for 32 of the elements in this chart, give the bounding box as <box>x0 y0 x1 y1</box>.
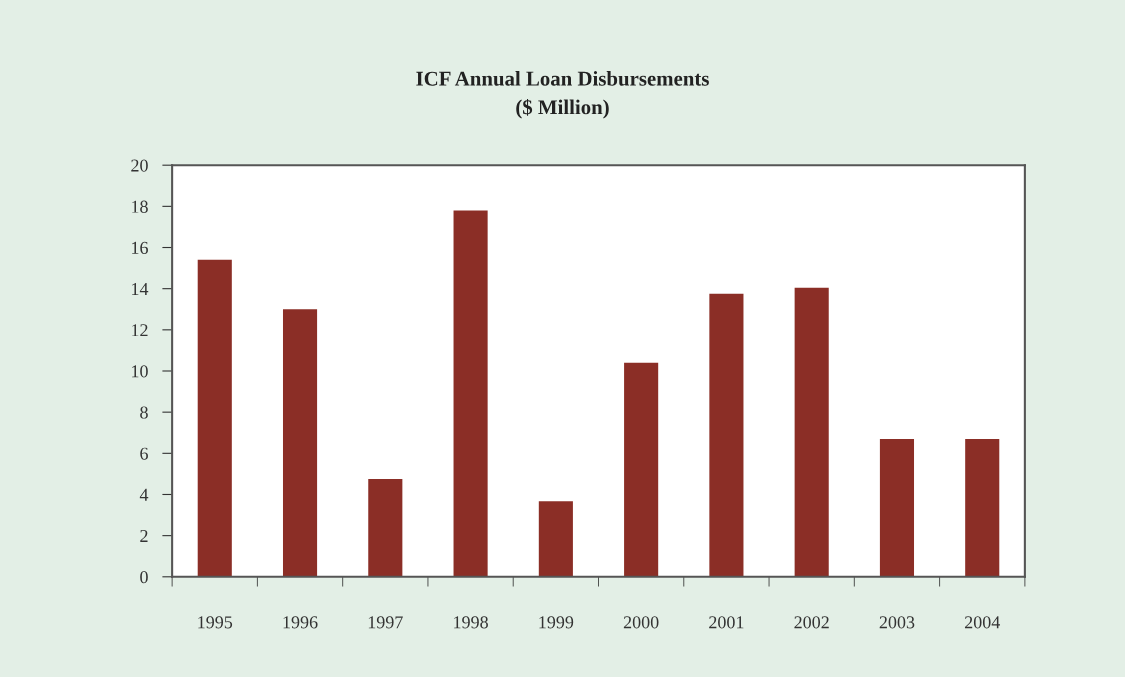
x-tick-label: 1999 <box>539 616 574 629</box>
y-tick-label: 12 <box>132 324 148 337</box>
bar <box>197 259 232 577</box>
bar <box>453 210 488 577</box>
y-tick-label: 4 <box>139 488 149 501</box>
x-tick-label: 2004 <box>964 616 1001 629</box>
y-tick-label: 14 <box>132 283 149 295</box>
x-tick-label: 2001 <box>709 616 744 629</box>
y-tick-label: 18 <box>132 200 148 213</box>
x-tick-label: 1996 <box>283 616 318 629</box>
bar <box>879 438 915 577</box>
chart-title: ICF Annual Loan Disbursements ($ Million) <box>416 71 709 119</box>
y-tick-label: 2 <box>140 529 148 542</box>
bar <box>965 438 1000 577</box>
bar <box>282 309 318 577</box>
x-tick-label: 2000 <box>623 616 659 629</box>
y-tick-label: 10 <box>132 365 148 378</box>
bar <box>624 362 659 577</box>
bar <box>538 501 573 577</box>
bar <box>709 293 744 577</box>
bar <box>368 479 403 577</box>
y-tick-label: 16 <box>132 241 148 254</box>
x-tick-label: 1997 <box>368 616 403 629</box>
y-tick-label: 6 <box>140 447 148 460</box>
y-tick-label: 20 <box>131 159 148 172</box>
bar <box>794 287 829 577</box>
y-tick-label: 0 <box>140 571 148 584</box>
x-tick-label: 1998 <box>454 616 488 629</box>
x-tick-label: 2002 <box>794 616 829 629</box>
x-tick-label: 1995 <box>198 616 233 629</box>
x-tick-label: 2003 <box>879 616 915 629</box>
y-tick-label: 8 <box>140 406 148 419</box>
